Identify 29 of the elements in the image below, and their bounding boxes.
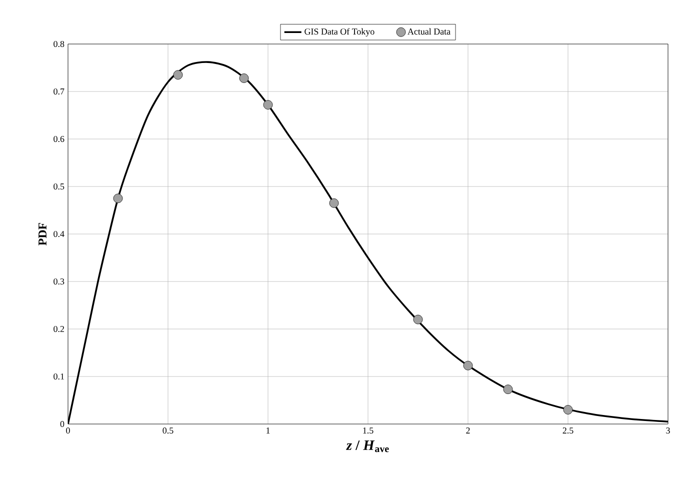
y-tick-label: 0 — [60, 420, 64, 428]
x-tick-label: 2 — [466, 428, 470, 434]
x-tick-label: 2.5 — [562, 428, 574, 434]
point — [463, 360, 473, 370]
point — [239, 74, 249, 83]
legend-label: Actual Data — [408, 28, 450, 35]
x-tick-label: 1 — [266, 428, 270, 434]
point — [503, 384, 513, 394]
point — [263, 100, 273, 110]
point — [563, 405, 573, 414]
x-axis-title: z / H$_{ave}$ — [346, 440, 389, 452]
y-tick-label: 0.1 — [54, 373, 64, 380]
x-tick-label: 0.5 — [162, 428, 174, 434]
y-tick-label: 0.6 — [54, 136, 64, 142]
point — [173, 70, 183, 80]
y-tick-label: 0.4 — [54, 230, 64, 238]
point — [113, 194, 123, 204]
point — [329, 198, 339, 208]
y-axis-title: PDF — [38, 222, 46, 246]
x-tick-label: 1.5 — [363, 428, 374, 434]
y-tick-label: 0.5 — [54, 183, 64, 190]
x-tick-label: 3 — [666, 428, 670, 434]
y-tick-label: 0.8 — [54, 40, 64, 48]
x-tick-label: 0 — [66, 428, 70, 434]
y-tick-label: 0.7 — [54, 88, 64, 95]
y-tick-label: 0.3 — [54, 278, 64, 285]
point — [413, 314, 423, 324]
legend-label: GIS Data Of Tokyo — [304, 28, 374, 36]
y-tick-label: 0.2 — [54, 326, 64, 332]
